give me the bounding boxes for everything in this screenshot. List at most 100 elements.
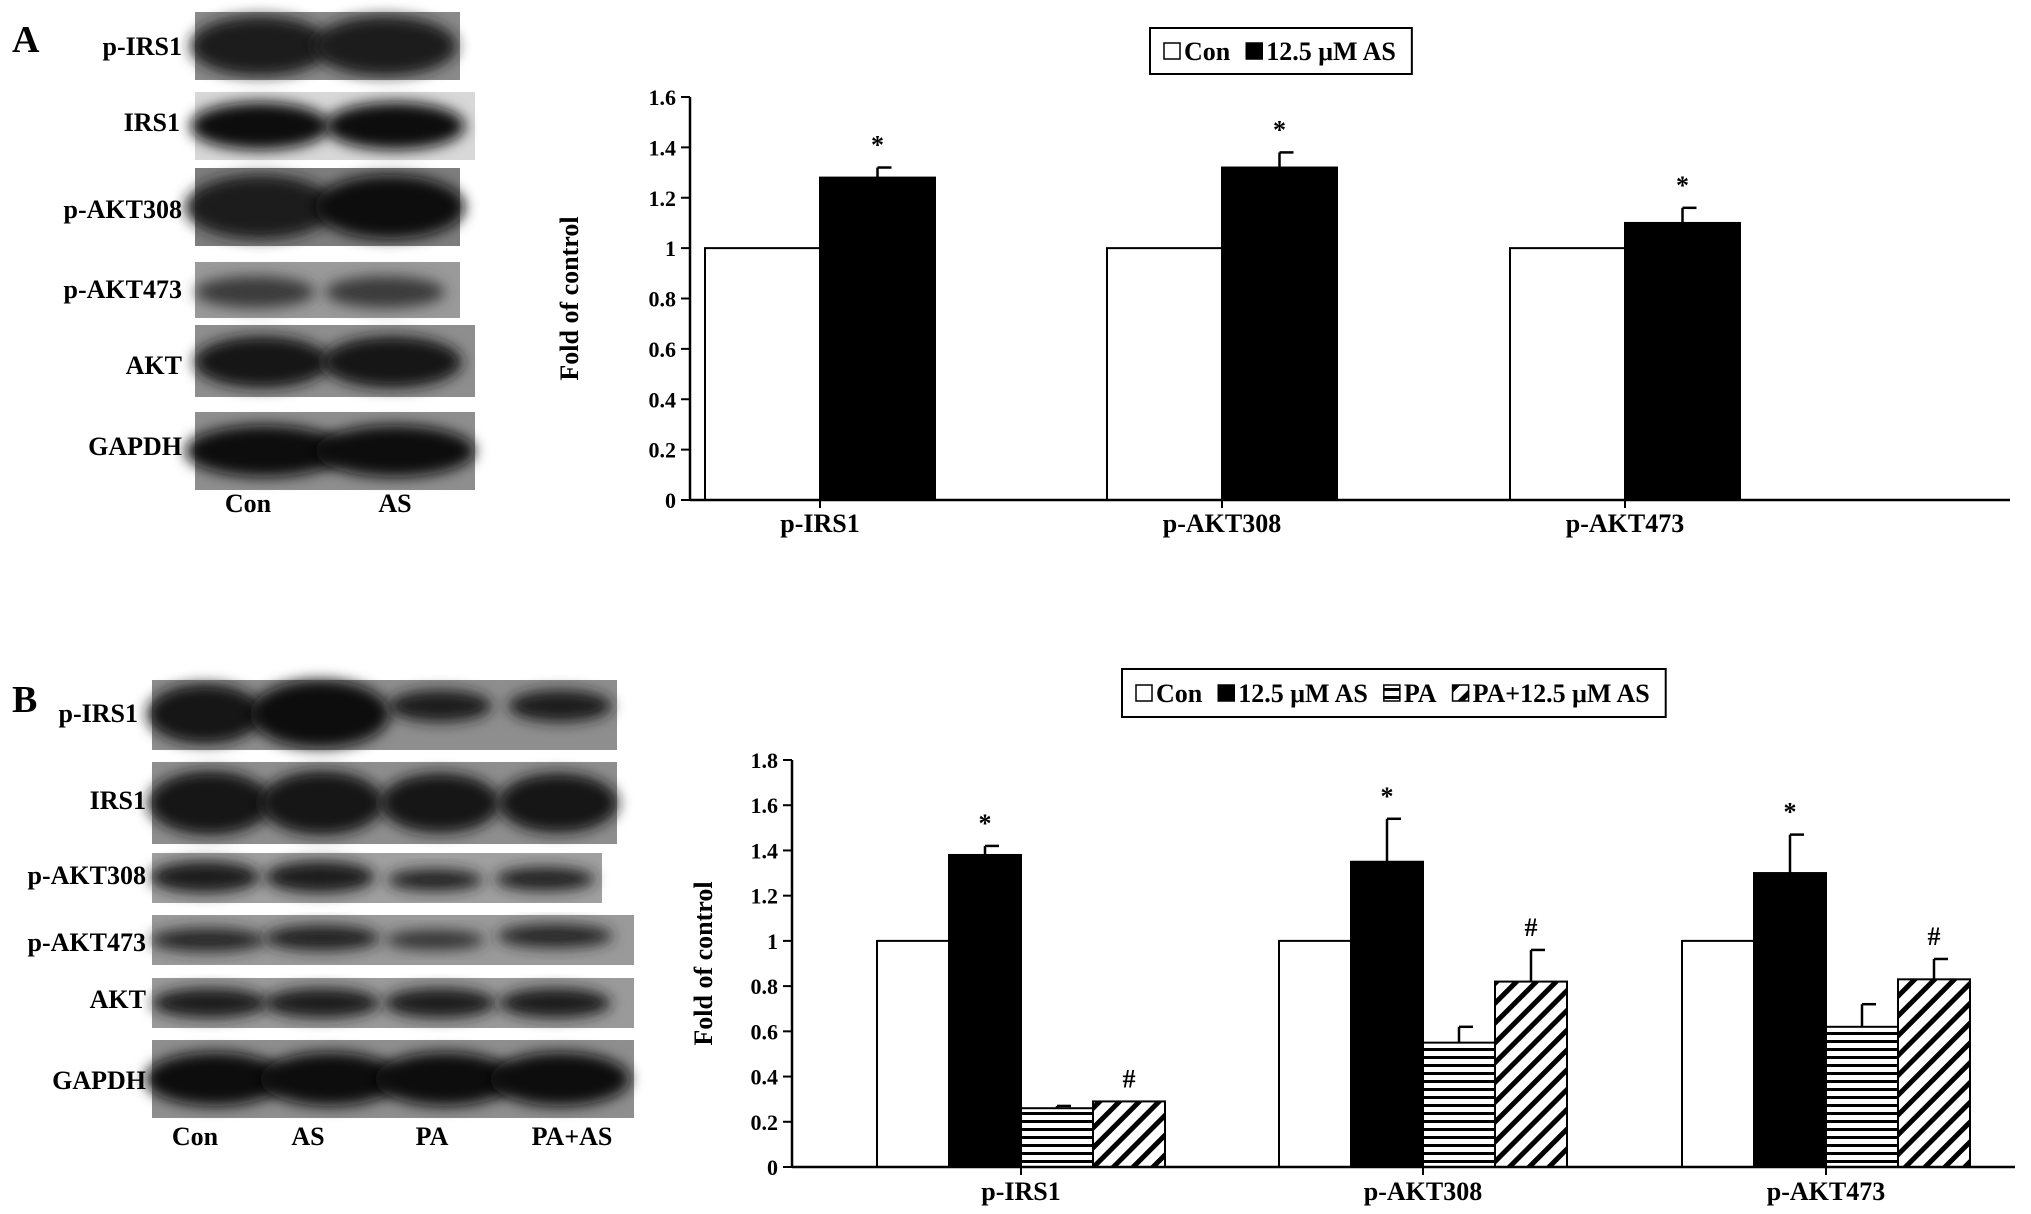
bar: [876, 939, 950, 1169]
legend-label: PA: [1404, 679, 1437, 708]
bar: [1422, 1041, 1496, 1169]
y-tick-label: 1.6: [751, 793, 779, 818]
blot-b-strip-p-akt308: [150, 853, 602, 903]
legend: Con 12.5 μM AS: [1149, 27, 1413, 75]
bar: [1494, 980, 1568, 1168]
y-axis-label: Fold of control: [689, 881, 718, 1045]
blot-a-strip-irs1: [190, 92, 475, 160]
bar: [1753, 872, 1827, 1168]
significance-mark: *: [1784, 798, 1797, 827]
blot-a-row-label: p-IRS1: [103, 32, 182, 61]
y-tick-label: 1.8: [751, 748, 779, 773]
blot-b-row-label: GAPDH: [52, 1066, 146, 1095]
blot-a-strip-p-akt308: [185, 168, 465, 246]
blot-a-strip-akt: [194, 325, 475, 397]
blot-b-lane-label: PA: [416, 1122, 449, 1151]
significance-mark: #: [1928, 922, 1941, 951]
blot-b-strip-p-akt473: [150, 915, 634, 965]
y-tick-label: 1.2: [649, 186, 677, 211]
y-tick-label: 0.4: [751, 1065, 779, 1090]
y-axis-label: Fold of control: [555, 216, 584, 380]
legend-label: PA+12.5 μM AS: [1473, 679, 1650, 708]
y-tick-label: 1: [665, 236, 676, 261]
y-tick-label: 0.6: [751, 1019, 779, 1044]
bar: [1624, 221, 1741, 501]
blot-b-strip-irs1: [148, 762, 618, 844]
blot-b-lane-label: AS: [291, 1122, 324, 1151]
y-tick-label: 0.4: [649, 387, 677, 412]
blot-a-lane-label: AS: [378, 489, 411, 518]
blot-b-row-label: p-AKT308: [28, 861, 146, 890]
bar: [1825, 1025, 1899, 1169]
panel-b-western-blot: p-IRS1 IRS1 p-AKT308 p-AKT473 AKT GAPDH: [28, 680, 634, 1151]
y-tick-label: 1.6: [649, 85, 677, 110]
blot-b-row-label: p-IRS1: [59, 699, 138, 728]
legend-swatch: [1217, 684, 1235, 702]
blot-a-row-label: AKT: [126, 351, 182, 380]
x-tick-label: p-AKT308: [1364, 1177, 1482, 1206]
significance-mark: #: [1123, 1064, 1136, 1093]
legend-label: 12.5 μM AS: [1238, 679, 1368, 708]
legend-swatch: [1451, 684, 1470, 702]
bar: [1509, 247, 1626, 501]
legend-label: 12.5 μM AS: [1266, 37, 1396, 66]
y-tick-label: 1.4: [649, 135, 677, 160]
y-tick-label: 0.2: [649, 438, 677, 463]
legend-swatch: [1383, 684, 1401, 702]
blot-a-strip-gapdh: [185, 412, 475, 490]
bar: [948, 853, 1022, 1168]
blot-a-row-label: IRS1: [124, 108, 180, 137]
x-tick-label: p-IRS1: [981, 1177, 1060, 1206]
legend-label: Con: [1184, 37, 1231, 66]
significance-mark: *: [1381, 782, 1394, 811]
bar: [1221, 166, 1338, 501]
legend-swatch: [1163, 42, 1181, 60]
blot-b-row-label: AKT: [90, 985, 146, 1014]
chart-panel-a: Fold of control 0 0.2 0.4 0.6 0.8 1 1.2 1.4 1.6 * p…: [555, 27, 2010, 538]
blot-b-strip-gapdh: [145, 1040, 634, 1118]
bar: [704, 247, 821, 501]
bar: [819, 176, 936, 501]
blot-b-row-label: p-AKT473: [28, 928, 146, 957]
bar: [1020, 1107, 1094, 1168]
bar: [1350, 860, 1424, 1168]
y-tick-label: 1.2: [751, 884, 779, 909]
blot-b-strip-akt: [152, 978, 634, 1028]
significance-mark: *: [871, 131, 884, 160]
blot-b-strip-p-irs1: [147, 680, 617, 750]
significance-mark: #: [1525, 913, 1538, 942]
y-tick-label: 1: [767, 929, 778, 954]
x-tick-label: p-AKT473: [1767, 1177, 1885, 1206]
bar: [1897, 978, 1971, 1168]
blot-a-row-label: p-AKT473: [64, 275, 182, 304]
y-tick-label: 1.4: [751, 838, 779, 863]
blot-a-lane-label: Con: [225, 489, 272, 518]
bar: [1106, 247, 1223, 501]
bar: [1092, 1100, 1166, 1168]
blot-a-strip-p-irs1: [190, 12, 460, 80]
y-tick-label: 0.8: [649, 287, 677, 312]
y-tick-label: 0: [665, 488, 676, 513]
chart-panel-b: Fold of control 0 0.2 0.4 0.6 0.8 1 1.2 1.4 1.6 1.…: [689, 668, 2015, 1206]
panel-a-western-blot: p-IRS1 IRS1 p-AKT308 p-AKT473 AKT GAPDH: [64, 12, 475, 518]
blot-a-row-label: p-AKT308: [64, 195, 182, 224]
blot-b-lane-label: Con: [172, 1122, 219, 1151]
panel-b-letter: B: [12, 679, 37, 721]
significance-mark: *: [979, 809, 992, 838]
y-tick-label: 0.8: [751, 974, 779, 999]
blot-b-lane-label: PA+AS: [532, 1122, 613, 1151]
legend-label: Con: [1156, 679, 1203, 708]
blot-a-row-label: GAPDH: [88, 432, 182, 461]
x-tick-label: p-IRS1: [780, 509, 859, 538]
legend-swatch: [1135, 684, 1153, 702]
legend-box: [1121, 668, 1667, 718]
significance-mark: *: [1273, 115, 1286, 144]
panel-a-letter: A: [12, 19, 40, 61]
legend: Con 12.5 μM AS PA PA+12.5 μM AS: [1121, 668, 1667, 718]
bar: [1278, 939, 1352, 1169]
legend-box: [1149, 27, 1413, 75]
y-tick-label: 0.2: [751, 1110, 779, 1135]
legend-swatch: [1245, 42, 1263, 60]
x-tick-label: p-AKT473: [1566, 509, 1684, 538]
